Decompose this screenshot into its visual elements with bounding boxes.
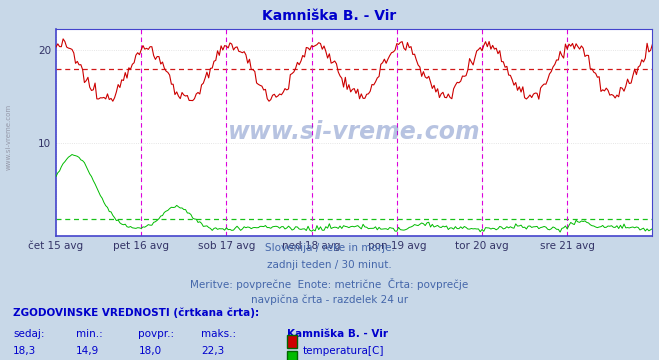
Text: 18,3: 18,3 — [13, 346, 36, 356]
Text: zadnji teden / 30 minut.: zadnji teden / 30 minut. — [267, 260, 392, 270]
Text: www.si-vreme.com: www.si-vreme.com — [5, 104, 11, 170]
Text: Kamniška B. - Vir: Kamniška B. - Vir — [287, 329, 387, 339]
Text: Meritve: povprečne  Enote: metrične  Črta: povprečje: Meritve: povprečne Enote: metrične Črta:… — [190, 278, 469, 289]
Text: 22,3: 22,3 — [201, 346, 224, 356]
Text: navpična črta - razdelek 24 ur: navpična črta - razdelek 24 ur — [251, 295, 408, 305]
Text: min.:: min.: — [76, 329, 103, 339]
Text: maks.:: maks.: — [201, 329, 236, 339]
Text: 18,0: 18,0 — [138, 346, 161, 356]
Text: ZGODOVINSKE VREDNOSTI (črtkana črta):: ZGODOVINSKE VREDNOSTI (črtkana črta): — [13, 308, 259, 318]
Text: Kamniška B. - Vir: Kamniška B. - Vir — [262, 9, 397, 23]
Text: www.si-vreme.com: www.si-vreme.com — [228, 120, 480, 144]
Text: temperatura[C]: temperatura[C] — [302, 346, 384, 356]
Text: Slovenija / reke in morje.: Slovenija / reke in morje. — [264, 243, 395, 253]
Text: povpr.:: povpr.: — [138, 329, 175, 339]
Text: 14,9: 14,9 — [76, 346, 99, 356]
Text: sedaj:: sedaj: — [13, 329, 45, 339]
